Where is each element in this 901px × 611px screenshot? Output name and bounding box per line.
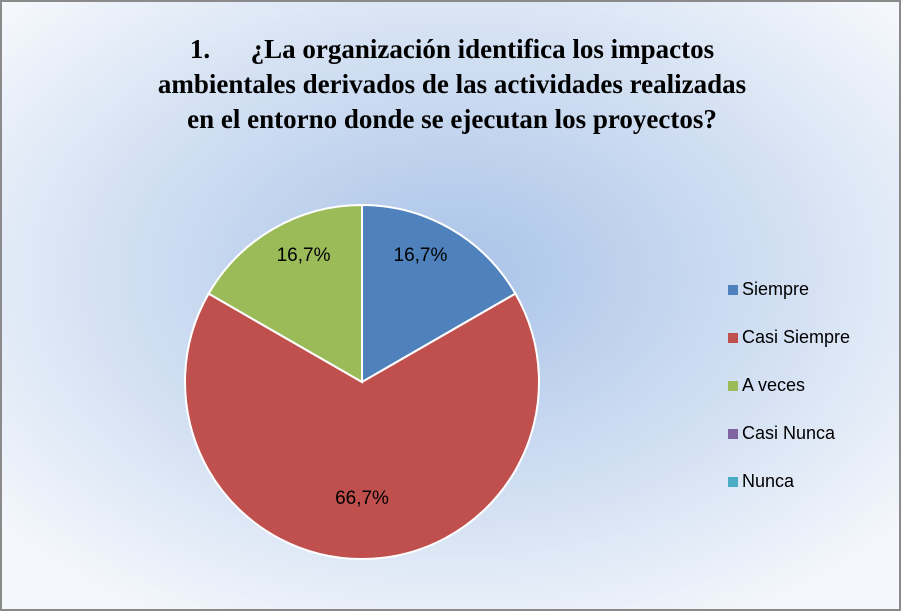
pie-slice — [361, 203, 517, 384]
legend-label: Casi Nunca — [742, 423, 836, 443]
legend-swatch — [728, 333, 738, 343]
legend-label: Nunca — [742, 471, 795, 491]
pie-slice — [207, 203, 363, 384]
data-label: 16,7% — [277, 245, 331, 266]
chart-title: en el entorno donde se ejecutan los proy… — [187, 104, 717, 134]
legend-swatch — [728, 429, 738, 439]
legend-label: Siempre — [742, 279, 809, 299]
chart-title: ambientales derivados de las actividades… — [158, 69, 746, 99]
pie-slice — [184, 292, 540, 560]
legend-swatch — [728, 477, 738, 487]
legend-label: A veces — [742, 375, 805, 395]
chart-title: 1. ¿La organización identifica los impac… — [190, 34, 714, 64]
legend-swatch — [728, 381, 738, 391]
data-label: 66,7% — [335, 488, 389, 509]
data-label: 16,7% — [394, 245, 448, 266]
legend-swatch — [728, 285, 738, 295]
legend-label: Casi Siempre — [742, 327, 850, 347]
